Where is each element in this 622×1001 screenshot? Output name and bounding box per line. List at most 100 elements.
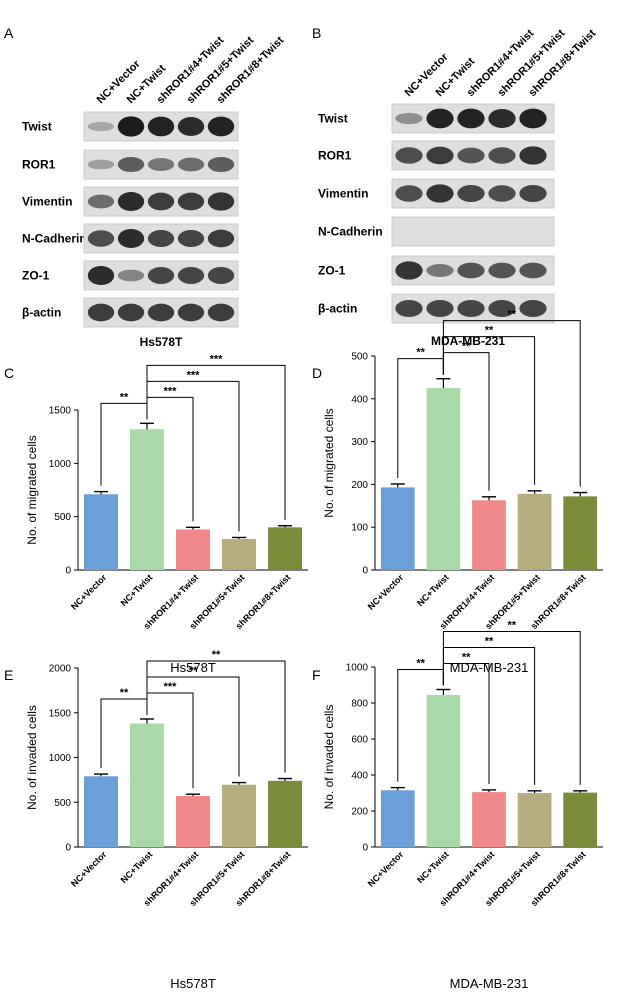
blot-band xyxy=(488,147,516,164)
y-tick-label: 200 xyxy=(351,480,368,491)
blot-band xyxy=(147,192,175,211)
significance-label: ** xyxy=(462,652,471,664)
bar-chart-C: 0 500 1000 1500 No. of migrated cells NC+Vect… xyxy=(25,353,308,675)
cell-line-label: MDA-MB-231 xyxy=(431,334,505,348)
protein-label: Vimentin xyxy=(22,195,72,209)
y-tick-label: 300 xyxy=(351,437,368,448)
significance-label: *** xyxy=(164,385,178,397)
blot-band xyxy=(177,157,205,172)
blot-strip xyxy=(391,216,555,247)
significance-bracket xyxy=(146,660,286,773)
significance-label: ** xyxy=(120,687,129,699)
blot-band xyxy=(207,229,235,248)
y-tick-label: 400 xyxy=(351,771,368,782)
blot-band xyxy=(87,159,115,170)
blot-band xyxy=(147,157,175,172)
bar xyxy=(129,723,165,847)
significance-label: ** xyxy=(212,649,221,661)
blot-band xyxy=(457,299,485,318)
y-tick-label: 0 xyxy=(362,566,368,577)
blot-band xyxy=(519,299,547,318)
x-category-label: NC+Vector xyxy=(69,849,109,889)
blot-band xyxy=(395,147,423,164)
significance-label: ** xyxy=(508,309,517,321)
significance-label: *** xyxy=(210,353,224,365)
y-tick-label: 500 xyxy=(351,352,368,363)
blot-band xyxy=(519,262,547,279)
bar xyxy=(563,496,598,570)
y-tick-label: 1500 xyxy=(49,406,72,417)
x-category-label: NC+Twist xyxy=(415,572,451,608)
bar xyxy=(426,694,461,847)
y-tick-label: 0 xyxy=(65,566,71,577)
protein-label: ROR1 xyxy=(22,158,56,172)
bar xyxy=(221,784,257,847)
protein-label: Twist xyxy=(22,120,52,134)
bar xyxy=(83,776,119,847)
significance-label: ** xyxy=(485,325,494,337)
blot-band xyxy=(177,229,205,248)
bar xyxy=(380,790,415,847)
significance-bracket xyxy=(442,631,581,785)
significance-label: *** xyxy=(187,369,201,381)
blot-band xyxy=(426,146,454,165)
bar xyxy=(267,780,303,847)
bar xyxy=(267,527,303,570)
bar xyxy=(563,792,598,847)
panel-letter-A: A xyxy=(4,25,14,41)
y-axis-label: No. of invaded cells xyxy=(322,705,336,810)
bar-chart-F: 0 200 400 600 800 1000 No. of invaded cells NC+… xyxy=(322,620,603,991)
panel-letter-F: F xyxy=(312,667,321,683)
bar-chart-E: 0 500 1000 1500 2000 No. of invaded cells NC+V… xyxy=(25,649,308,991)
bar xyxy=(472,792,506,847)
blot-band xyxy=(457,147,485,164)
y-axis-label: No. of invaded cells xyxy=(25,705,39,810)
blot-band xyxy=(117,192,145,211)
chart-title: Hs578T xyxy=(170,976,216,991)
panel-letter-E: E xyxy=(4,667,13,683)
significance-label: ** xyxy=(462,341,471,353)
y-tick-label: 100 xyxy=(351,523,368,534)
blot-band xyxy=(117,229,145,248)
blot-band xyxy=(457,108,485,129)
y-tick-label: 1500 xyxy=(49,708,72,719)
blot-band xyxy=(426,184,454,203)
significance-bracket xyxy=(442,320,581,487)
y-tick-label: 200 xyxy=(351,807,368,818)
protein-label: N-Cadherin xyxy=(318,225,383,239)
x-category-label: NC+Twist xyxy=(415,849,451,885)
blot-band xyxy=(117,303,145,322)
blot-band xyxy=(177,192,205,211)
blot-band xyxy=(426,263,454,278)
bar xyxy=(472,500,506,570)
protein-label: N-Cadherin xyxy=(22,232,87,246)
blot-band xyxy=(395,112,423,125)
protein-label: ROR1 xyxy=(318,149,352,163)
cell-line-label: Hs578T xyxy=(140,335,183,349)
blot-band xyxy=(207,303,235,322)
blot-band xyxy=(395,185,423,202)
significance-label: ** xyxy=(189,665,198,677)
x-category-label: NC+Vector xyxy=(366,572,406,612)
y-tick-label: 500 xyxy=(54,512,71,523)
y-tick-label: 1000 xyxy=(49,753,72,764)
significance-label: ** xyxy=(508,620,517,632)
blot-A: NC+VectorNC+TwistshROR1#4+TwistshROR1#5+… xyxy=(22,34,287,349)
blot-band xyxy=(207,192,235,211)
significance-bracket xyxy=(146,364,286,520)
bar xyxy=(380,487,415,570)
chart-title: MDA-MB-231 xyxy=(450,976,529,991)
blot-band xyxy=(519,184,547,203)
blot-band xyxy=(519,146,547,165)
blot-band xyxy=(395,261,423,280)
y-tick-label: 0 xyxy=(65,843,71,854)
blot-band xyxy=(87,303,115,322)
blot-band xyxy=(147,229,175,248)
y-tick-label: 1000 xyxy=(49,459,72,470)
blot-band xyxy=(395,299,423,318)
y-tick-label: 800 xyxy=(351,699,368,710)
y-axis-label: No. of migrated cells xyxy=(322,408,336,517)
blot-B: NC+VectorNC+TwistshROR1#4+TwistshROR1#5+… xyxy=(318,27,599,348)
blot-band xyxy=(207,116,235,137)
significance-label: ** xyxy=(416,347,425,359)
